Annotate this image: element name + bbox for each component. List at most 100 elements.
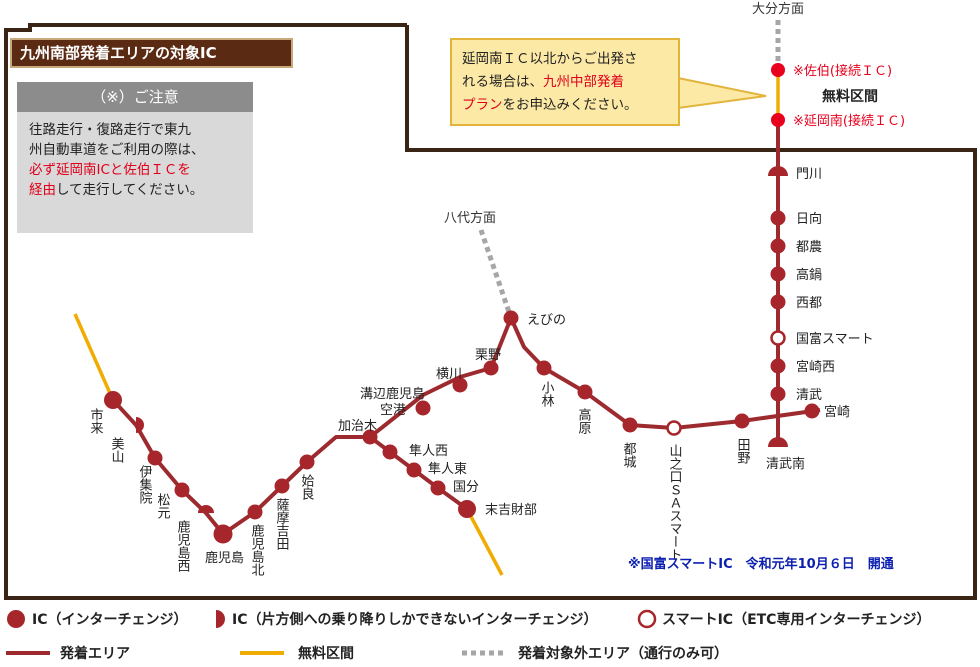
ic-marker-ebino xyxy=(503,310,519,326)
label-suekichi: 末吉財部 xyxy=(485,503,537,518)
label-miyakonojo: 都城 xyxy=(621,442,637,469)
legend-free-label: 無料区間 xyxy=(298,646,354,662)
label-takaharu: 高原 xyxy=(576,407,592,434)
label-kadokawa: 門川 xyxy=(796,167,822,182)
label-kagoshimakita: 鹿児島北 xyxy=(249,523,265,577)
route-line-main xyxy=(111,316,821,536)
area-border xyxy=(4,23,977,600)
ic-marker-kagoshimakita xyxy=(247,504,263,520)
ic-marker-yokogawa xyxy=(452,377,468,393)
label-mizobe-1: 溝辺鹿児島 xyxy=(360,386,425,402)
callout-line-1: 延岡南ＩＣ以北からご出発さ xyxy=(462,51,638,67)
callout-box: 延岡南ＩＣ以北からご出発さ れる場合は、九州中部発着 プランをお申込みください。 xyxy=(450,38,680,126)
ic-marker-nobeokaminami xyxy=(771,113,785,127)
callout-line-2: れる場合は、九州中部発着 xyxy=(462,71,668,94)
ic-marker-takaharu xyxy=(577,384,593,400)
notice-box: （※）ご注意 往路走行・復路走行で東九 州自動車道をご利用の際は、 必ず延岡南I… xyxy=(17,82,253,233)
ic-marker-hayatonishi xyxy=(382,444,398,460)
legend-half-ic-icon xyxy=(216,610,225,628)
ic-marker-matsumoto xyxy=(174,482,190,498)
ic-marker-suekichi xyxy=(458,500,476,518)
label-saiki: ※佐伯(接続ＩＣ) xyxy=(793,63,892,79)
label-hayatohigashi: 隼人東 xyxy=(428,461,467,477)
legend-smart-ic-label: スマートIC（ETC専用インターチェンジ） xyxy=(662,612,931,628)
ic-marker-satsumayoshida xyxy=(274,478,290,494)
callout-line-2-text: れる場合は、 xyxy=(462,74,543,90)
label-tano: 田野 xyxy=(735,438,751,464)
ic-marker-aira xyxy=(299,454,315,470)
label-miyazakinishi: 宮崎西 xyxy=(796,359,835,375)
ic-marker-hyuga xyxy=(770,210,786,226)
callout-line-3-rest: をお申込みください。 xyxy=(502,97,638,113)
free-line-ichiki xyxy=(73,313,115,401)
ic-marker-takanabe xyxy=(770,266,786,282)
legend-ic-label: IC（インターチェンジ） xyxy=(32,612,188,628)
label-hayatonishi: 隼人西 xyxy=(409,443,448,459)
label-kiyotake: 清武 xyxy=(796,388,822,403)
ic-marker-hayatohigashi xyxy=(406,462,422,478)
ic-marker-miyazakinishi xyxy=(770,358,786,374)
ic-marker-ichiki xyxy=(104,391,122,409)
label-kiyotakeminami: 清武南 xyxy=(766,456,805,472)
ic-marker-kajiki xyxy=(362,429,378,445)
label-kobayashi: 小林 xyxy=(539,381,555,407)
label-matsumoto: 松元 xyxy=(155,493,171,520)
label-mizobe-2: 空港 xyxy=(380,403,406,418)
legend-outside-label: 発着対象外エリア（通行のみ可） xyxy=(518,646,728,662)
label-kurino: 栗野 xyxy=(475,348,501,363)
ic-marker-saito xyxy=(770,294,786,310)
callout-pointer xyxy=(677,76,767,110)
ic-marker-saiki xyxy=(771,63,785,77)
direction-oita: 大分方面 xyxy=(752,1,804,17)
notice-body: 往路走行・復路走行で東九 州自動車道をご利用の際は、 必ず延岡南ICと佐伯ＩＣを… xyxy=(17,112,253,200)
ic-marker-kagoshima xyxy=(213,524,233,544)
notice-line-2: 州自動車道をご利用の際は、 xyxy=(29,142,205,158)
label-kagoshima: 鹿児島 xyxy=(205,550,244,566)
label-miyama: 美山 xyxy=(109,437,125,463)
ic-marker-kunitomi-smart xyxy=(770,330,786,346)
ic-marker-miyazaki xyxy=(804,403,820,419)
outside-line-yatsushiro xyxy=(478,229,514,319)
legend-half-ic-label: IC（片方側への乗り降りしかできないインターチェンジ） xyxy=(232,612,598,628)
page-title: 九州南部発着エリアの対象IC xyxy=(10,38,293,68)
label-takanabe: 高鍋 xyxy=(796,267,822,283)
label-satsumayoshida: 薩摩吉田 xyxy=(274,498,290,550)
ic-marker-kagoshimanishi xyxy=(198,505,214,513)
label-kokubu: 国分 xyxy=(453,480,479,495)
notice-line-1: 往路走行・復路走行で東九 xyxy=(29,122,191,138)
label-free-section: 無料区間 xyxy=(822,88,878,105)
callout-line-3: プランをお申込みください。 xyxy=(462,94,668,117)
ic-marker-kobayashi xyxy=(536,360,552,376)
label-saito: 西都 xyxy=(796,296,822,311)
label-kagoshimanishi: 鹿児島西 xyxy=(175,519,191,572)
callout-line-2-red: 九州中部発着 xyxy=(543,74,624,90)
label-tsuno: 都農 xyxy=(796,240,822,255)
ic-marker-kadokawa xyxy=(768,166,788,176)
ic-marker-kokubu xyxy=(430,480,446,496)
notice-line-4: 経由して走行してください。 xyxy=(29,180,243,200)
legend-area-label: 発着エリア xyxy=(60,646,130,662)
legend-ic-icon xyxy=(7,610,25,628)
label-nobeokaminami: ※延岡南(接続ＩＣ) xyxy=(793,113,905,129)
label-kajiki: 加治木 xyxy=(338,419,377,434)
label-yokogawa: 横川 xyxy=(436,367,462,382)
ic-marker-yamanokuchi xyxy=(666,420,682,436)
ic-marker-kurino xyxy=(483,360,499,376)
notice-heading: （※）ご注意 xyxy=(17,82,253,112)
ic-marker-mizobe xyxy=(415,400,431,416)
label-kunitomi-smart: 国富スマート xyxy=(796,331,874,347)
ic-marker-miyakonojo xyxy=(622,417,638,433)
label-yamanokuchi: 山之口ＳＡスマート xyxy=(667,444,683,561)
ic-marker-miyama xyxy=(136,417,144,433)
free-line-suekichi xyxy=(465,508,504,576)
legend-smart-ic-icon xyxy=(637,609,657,629)
notice-line-4-red: 経由 xyxy=(29,182,56,198)
callout-line-3-red: プラン xyxy=(462,97,503,113)
direction-yatsushiro: 八代方面 xyxy=(444,210,496,226)
label-aira: 姶良 xyxy=(299,474,315,500)
label-ijuin: 伊集院 xyxy=(137,465,153,504)
notice-line-3: 必ず延岡南ICと佐伯ＩＣを xyxy=(29,162,191,178)
label-ebino: えびの xyxy=(527,313,566,328)
ic-marker-kiyotake xyxy=(770,386,786,402)
notice-line-4-rest: して走行してください。 xyxy=(56,182,204,198)
